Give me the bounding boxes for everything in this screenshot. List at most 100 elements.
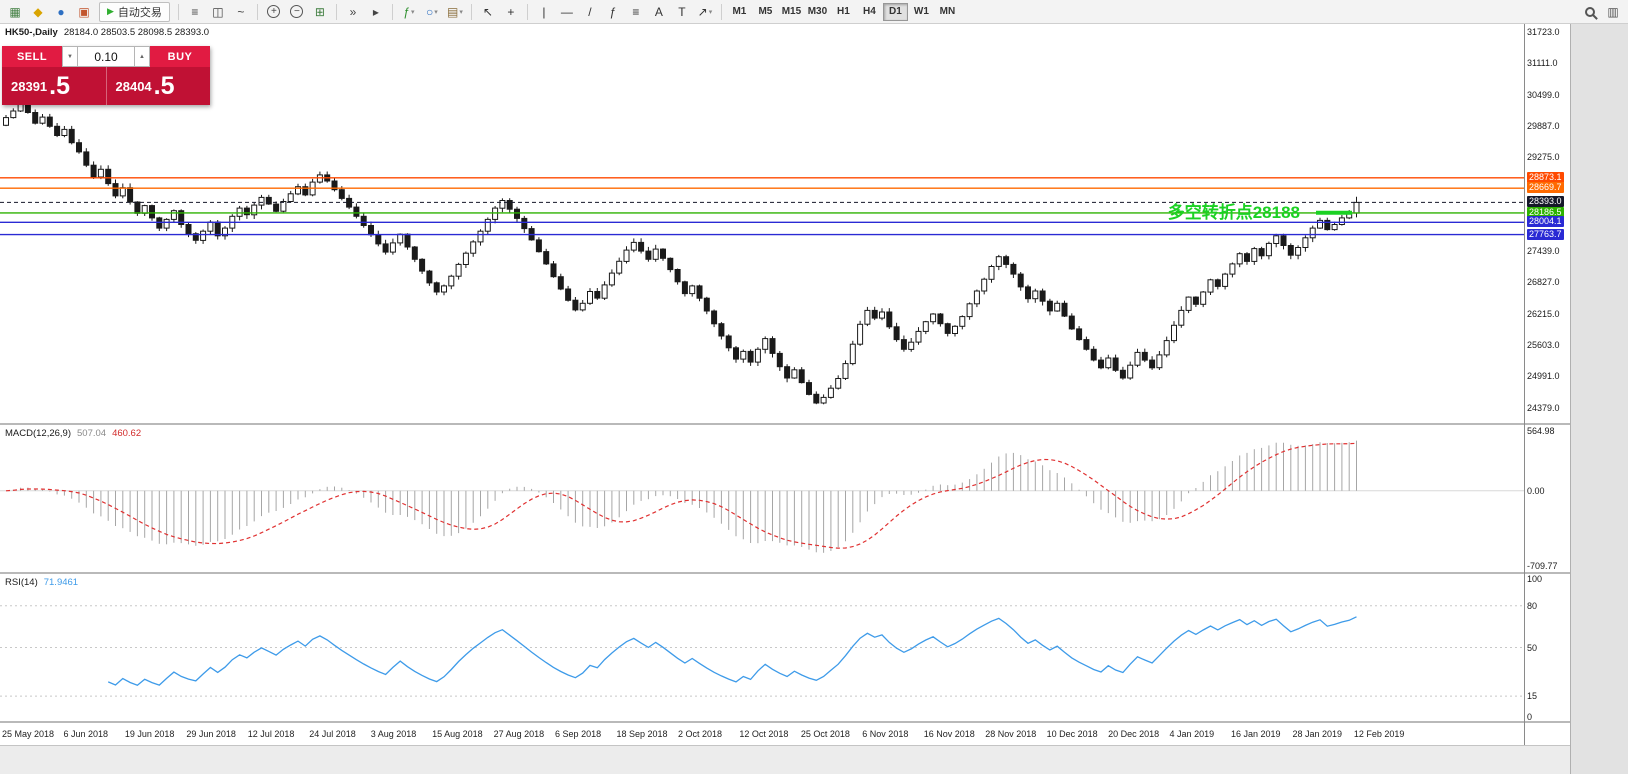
- candle-body: [725, 335, 732, 349]
- candle-body: [1163, 340, 1170, 356]
- date-axis-label: 2 Oct 2018: [677, 729, 722, 739]
- charts-icon[interactable]: ▦: [4, 2, 26, 22]
- candle-body: [1200, 291, 1207, 305]
- toolbar: ▦ ◆ ● ▣ ▶ 自动交易 ≡ ◫ ~ + − ⊞» ▸ ƒ ▾ ○ ▾ ▤ ▾ ↖ + | — / ƒ ≡ A T ↗ ▾ M1…: [0, 0, 1628, 24]
- zoom-out-icon[interactable]: −: [286, 2, 308, 22]
- buy-price[interactable]: 28404 .5: [105, 67, 211, 105]
- new-order-icon[interactable]: ◆: [27, 2, 49, 22]
- timeframe-h1[interactable]: H1: [831, 3, 856, 21]
- candle-body: [455, 263, 462, 277]
- toolbar-separator: [177, 3, 179, 20]
- sell-button[interactable]: SELL: [2, 46, 62, 67]
- candle-body: [754, 348, 761, 363]
- vertical-line-icon[interactable]: |: [533, 2, 555, 22]
- candle-body: [1178, 309, 1185, 326]
- candle-body: [747, 350, 754, 363]
- candle-body: [1287, 245, 1294, 256]
- zoom-in-icon-glyph: +: [267, 5, 281, 18]
- candle-body: [557, 276, 564, 290]
- timeframe-m1[interactable]: M1: [727, 3, 752, 21]
- candle-body: [1046, 300, 1053, 312]
- candle-body: [499, 200, 506, 209]
- market-watch-icon[interactable]: ●: [50, 2, 72, 22]
- panel-separator[interactable]: [0, 721, 1570, 723]
- candle-body: [1192, 296, 1199, 305]
- timeframe-m15[interactable]: M15: [779, 3, 804, 21]
- toolbar-right-group: ▥: [1579, 2, 1624, 22]
- candle-body: [1214, 279, 1221, 287]
- terminal-icon[interactable]: ▣: [73, 2, 95, 22]
- candle-body: [302, 186, 309, 196]
- bar-chart-type-icon[interactable]: ≡: [184, 2, 206, 22]
- candle-body: [674, 269, 681, 283]
- fibonacci-icon[interactable]: ƒ: [602, 2, 624, 22]
- volume-input[interactable]: 0.10: [78, 46, 134, 67]
- sell-price[interactable]: 28391 .5: [2, 67, 106, 105]
- candlestick-type-icon[interactable]: ◫: [207, 2, 229, 22]
- rsi-value: 71.9461: [43, 577, 79, 588]
- axis-border: [1524, 24, 1525, 745]
- candle-body: [543, 251, 550, 265]
- candle-body: [1331, 224, 1338, 231]
- arrows-icon[interactable]: ↗ ▾: [694, 2, 716, 22]
- candle-body: [1054, 302, 1061, 312]
- candle-body: [1244, 253, 1250, 262]
- volume-up-button[interactable]: ▲: [134, 46, 150, 67]
- periods-icon[interactable]: ○ ▾: [421, 2, 443, 22]
- indicators-icon[interactable]: ƒ ▾: [398, 2, 420, 22]
- rsi-name: RSI(14): [5, 577, 38, 588]
- macd-label: MACD(12,26,9) 507.04 460.62: [5, 428, 141, 439]
- buy-button[interactable]: BUY: [150, 46, 210, 67]
- date-axis-label: 19 Jun 2018: [124, 729, 175, 739]
- chart-shift-icon[interactable]: ▸: [365, 2, 387, 22]
- toolbar-separator: [391, 3, 393, 20]
- trendline-icon[interactable]: /: [579, 2, 601, 22]
- horizontal-line-icon[interactable]: —: [556, 2, 578, 22]
- candle-body: [411, 246, 418, 260]
- sell-price-main: 28391: [11, 78, 48, 94]
- timeframe-mn[interactable]: MN: [935, 3, 960, 21]
- candle-body: [930, 313, 937, 323]
- panel-separator[interactable]: [0, 423, 1570, 425]
- date-axis-label: 12 Feb 2019: [1353, 729, 1405, 739]
- candle-body: [791, 369, 798, 379]
- dropdown-caret-icon: ▾: [459, 8, 463, 16]
- label-icon[interactable]: T: [671, 2, 693, 22]
- candle-body: [163, 218, 170, 229]
- trendline-icon-glyph: /: [588, 4, 592, 19]
- text-icon[interactable]: A: [648, 2, 670, 22]
- line-chart-type-icon[interactable]: ~: [230, 2, 252, 22]
- volume-down-button[interactable]: ▼: [62, 46, 78, 67]
- price-chart[interactable]: 多空转折点28188: [0, 24, 1524, 423]
- zoom-in-icon[interactable]: +: [263, 2, 285, 22]
- buy-price-main: 28404: [115, 78, 152, 94]
- timeframe-h4[interactable]: H4: [857, 3, 882, 21]
- timeframe-group: M1 M5 M15 M30 H1 H4 D1 W1 MN: [727, 2, 960, 21]
- panel-separator[interactable]: [0, 572, 1570, 574]
- search-icon[interactable]: [1579, 2, 1601, 22]
- timeframe-w1[interactable]: W1: [909, 3, 934, 21]
- candle-body: [83, 151, 90, 166]
- candle-body: [966, 303, 973, 318]
- candle-body: [32, 112, 39, 124]
- tile-windows-icon[interactable]: ⊞: [309, 2, 331, 22]
- data-window-icon[interactable]: ▥: [1602, 2, 1624, 22]
- timeframe-d1[interactable]: D1: [882, 2, 908, 21]
- candle-body: [506, 200, 513, 210]
- candle-body: [937, 313, 944, 325]
- macd-chart[interactable]: [0, 425, 1524, 572]
- autotrading-button[interactable]: ▶ 自动交易: [99, 1, 170, 22]
- candle-body: [718, 323, 725, 337]
- cursor-icon[interactable]: ↖: [477, 2, 499, 22]
- toolbar-separator: [335, 3, 337, 20]
- axis-scale-label: 31111.0: [1527, 58, 1558, 69]
- crosshair-icon[interactable]: +: [500, 2, 522, 22]
- channels-icon[interactable]: ≡: [625, 2, 647, 22]
- timeframe-m30[interactable]: M30: [805, 3, 830, 21]
- timeframe-m5[interactable]: M5: [753, 3, 778, 21]
- auto-scroll-icon[interactable]: »: [342, 2, 364, 22]
- candle-body: [696, 285, 703, 299]
- templates-icon[interactable]: ▤ ▾: [444, 2, 466, 22]
- rsi-chart[interactable]: [0, 574, 1524, 721]
- tile-windows-icon-glyph: ⊞: [314, 4, 325, 19]
